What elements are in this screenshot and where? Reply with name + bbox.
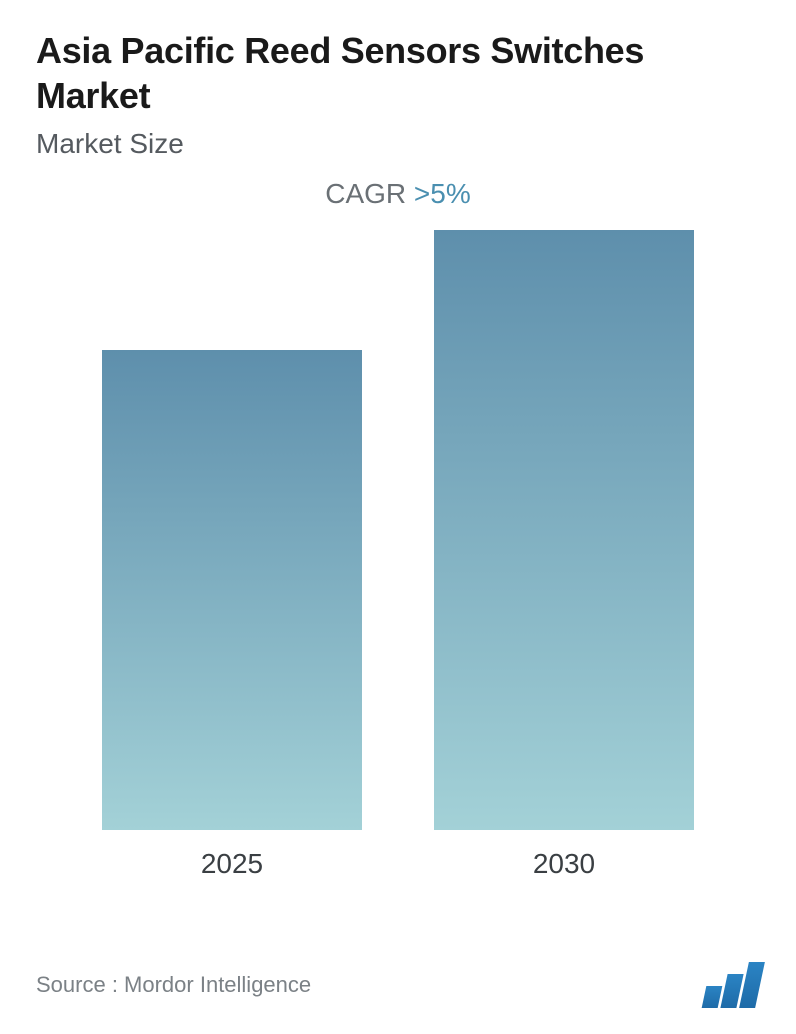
chart-title: Asia Pacific Reed Sensors Switches Marke… <box>36 28 760 118</box>
bar-label: 2030 <box>533 848 595 880</box>
bar-group: 2030 <box>424 230 704 880</box>
logo-bar-icon <box>702 986 723 1008</box>
chart-subtitle: Market Size <box>36 128 760 160</box>
bar-group: 2025 <box>92 350 372 880</box>
chart-footer: Source : Mordor Intelligence <box>36 962 760 1008</box>
cagr-label: CAGR <box>325 178 414 209</box>
mordor-logo-icon <box>704 962 760 1008</box>
bar-2025 <box>102 350 362 830</box>
bar-2030 <box>434 230 694 830</box>
bar-chart: 2025 2030 <box>36 260 760 880</box>
logo-bar-icon <box>739 962 765 1008</box>
source-text: Source : Mordor Intelligence <box>36 972 311 998</box>
cagr-value: >5% <box>414 178 471 209</box>
bar-label: 2025 <box>201 848 263 880</box>
cagr-line: CAGR >5% <box>36 178 760 210</box>
